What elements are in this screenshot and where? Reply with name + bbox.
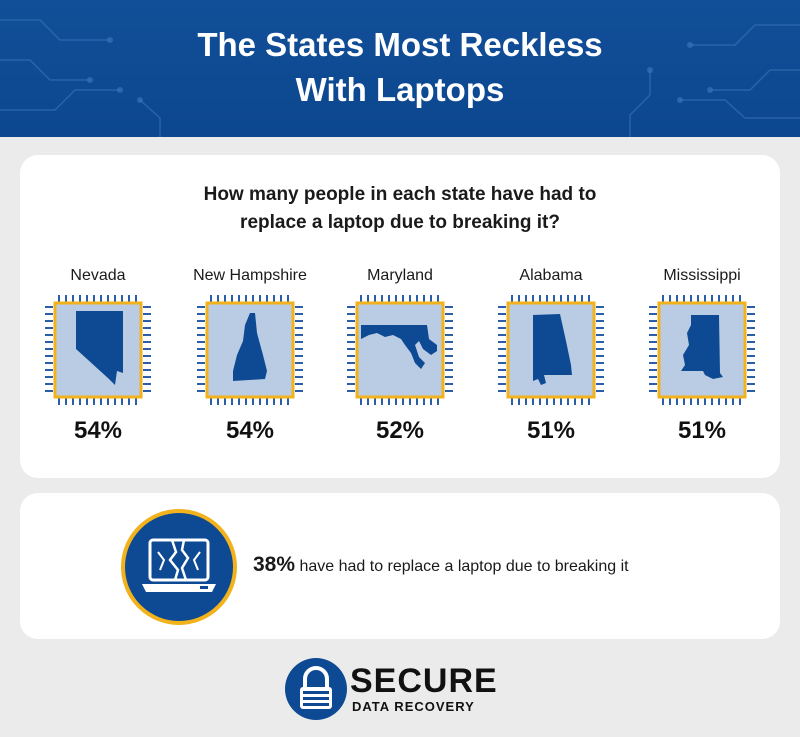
chip-icon [498, 295, 604, 405]
state-percent: 54% [73, 417, 123, 444]
states-card: How many people in each state have had t… [20, 155, 780, 478]
state-percent: 54% [225, 417, 275, 444]
state-percent: 51% [526, 417, 576, 444]
chip-icon [197, 295, 303, 405]
page-title: The States Most Reckless With Laptops [0, 22, 800, 112]
state-name: Maryland [367, 267, 433, 284]
chip-icon [347, 295, 453, 405]
stat-description: have had to replace a laptop due to brea… [295, 558, 629, 575]
mississippi-shape [681, 315, 723, 379]
state-name: New Hampshire [193, 267, 307, 284]
circuit-decoration [0, 19, 800, 137]
state-maryland: Maryland 52% [325, 267, 475, 457]
title-line-2: With Laptops [295, 71, 505, 108]
header-banner: The States Most Reckless With Laptops [0, 0, 800, 137]
state-new-hampshire: New Hampshire 54% [175, 267, 325, 457]
nevada-shape [76, 311, 123, 385]
logo-subtitle: DATA RECOVERY [352, 699, 475, 714]
brand-logo: SECURE DATA RECOVERY [284, 655, 524, 725]
lock-icon [285, 658, 347, 720]
maryland-shape [361, 325, 437, 369]
state-percent: 51% [677, 417, 727, 444]
alabama-shape [533, 314, 572, 385]
broken-laptop-icon [121, 509, 237, 625]
question-line-2: replace a laptop due to breaking it? [240, 212, 560, 233]
chip-icon [45, 295, 151, 405]
chip-icon [649, 295, 755, 405]
state-name: Nevada [70, 267, 126, 284]
stat-card: 38% have had to replace a laptop due to … [20, 493, 780, 639]
question-line-1: How many people in each state have had t… [203, 184, 597, 205]
state-alabama: Alabama 51% [476, 267, 626, 457]
stat-value: 38% [253, 553, 296, 576]
title-line-1: The States Most Reckless [197, 26, 603, 63]
logo-wordmark: SECURE [350, 662, 498, 700]
state-nevada: Nevada 54% [23, 267, 173, 457]
state-mississippi: Mississippi 51% [627, 267, 777, 457]
state-name: Mississippi [663, 267, 741, 284]
new-hampshire-shape [233, 313, 267, 381]
question-heading: How many people in each state have had t… [20, 181, 780, 237]
state-name: Alabama [519, 267, 583, 284]
state-percent: 52% [375, 417, 425, 444]
stat-sentence: 38% have had to replace a laptop due to … [253, 553, 629, 577]
